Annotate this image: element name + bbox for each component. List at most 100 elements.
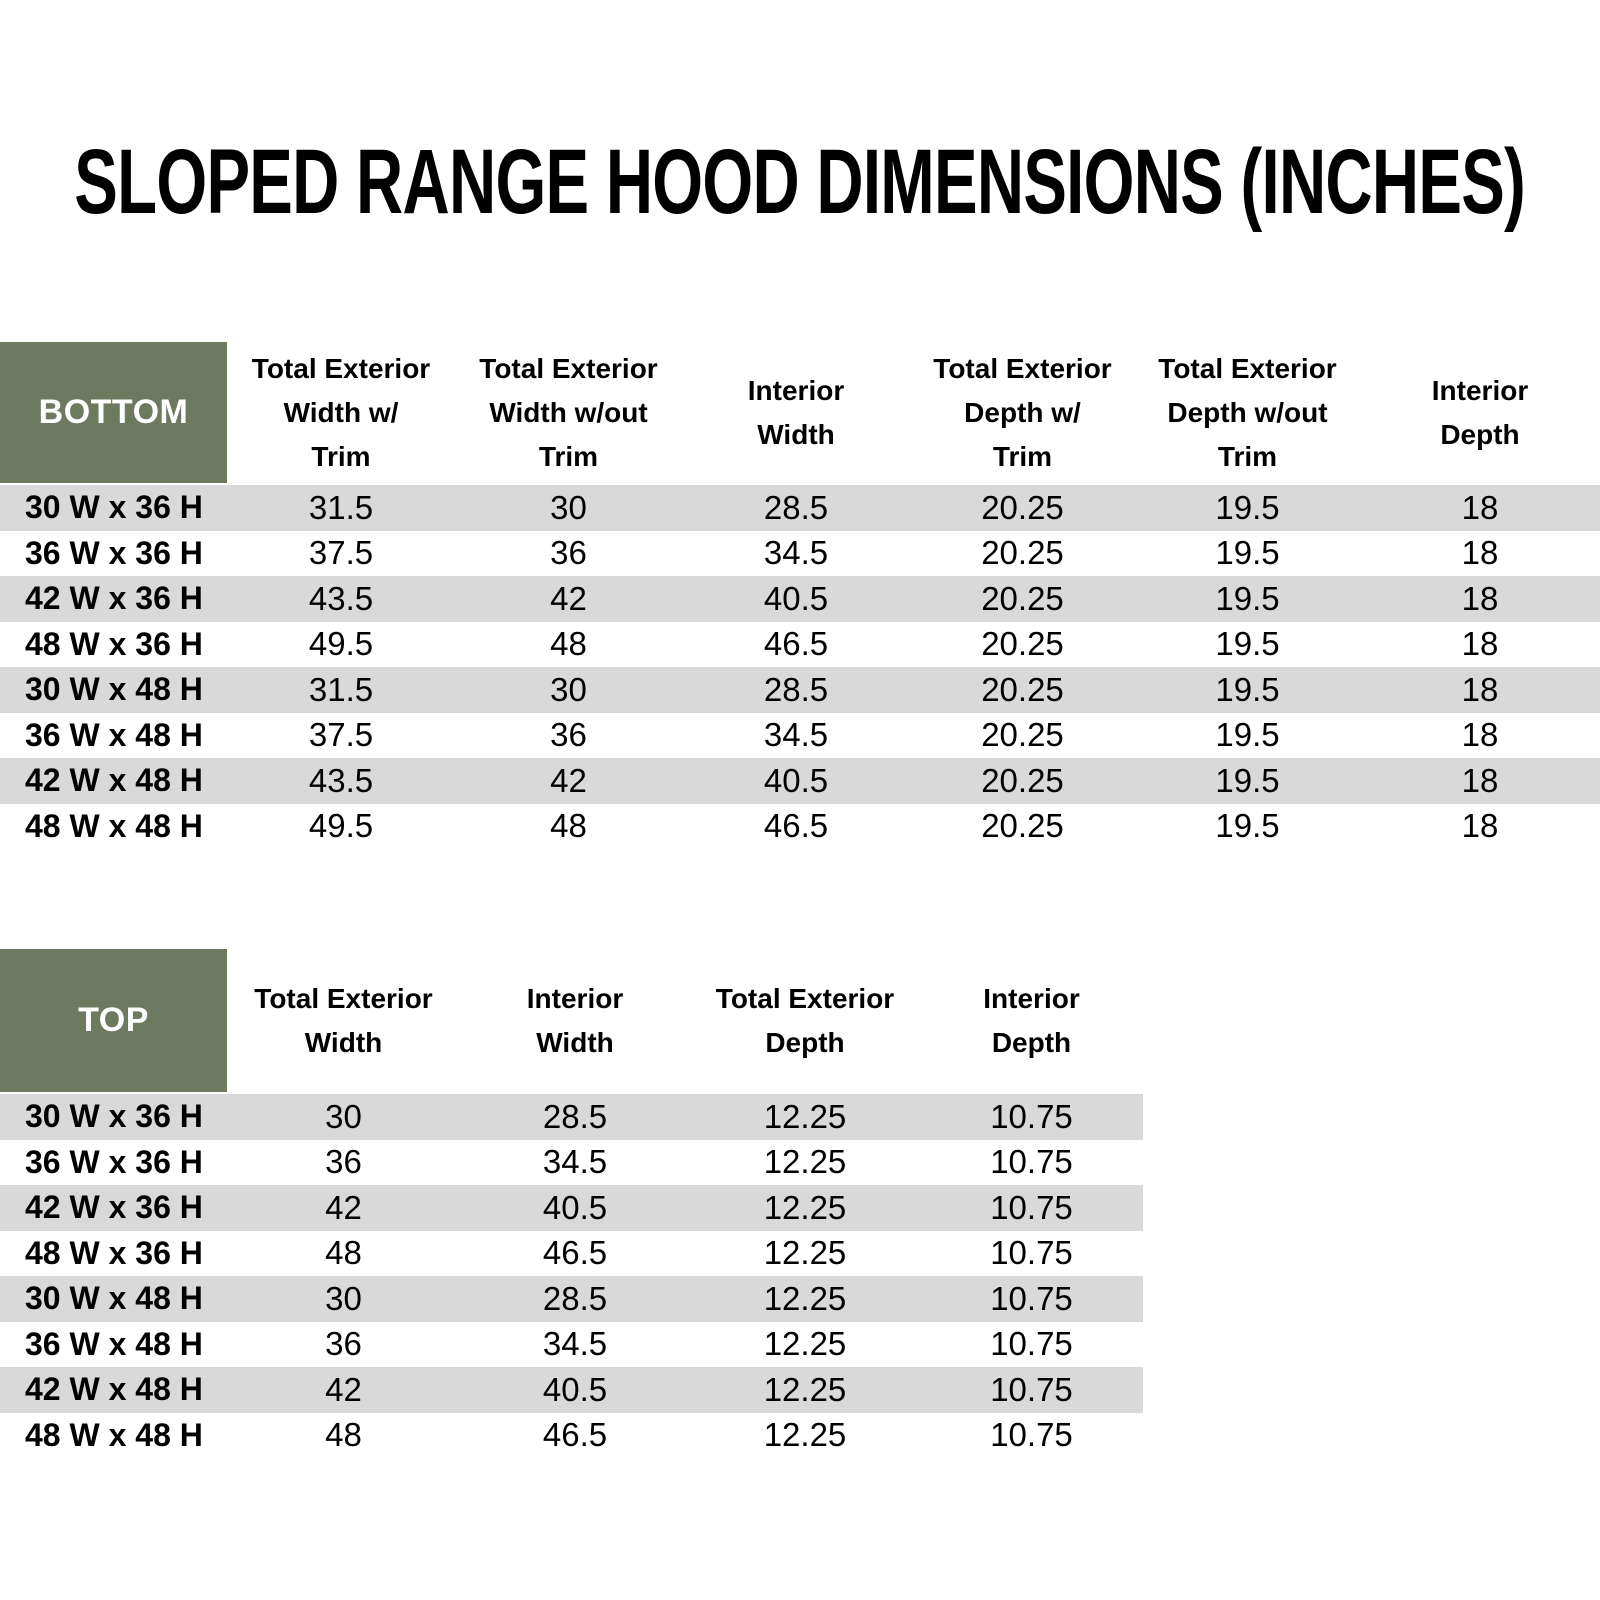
column-header-total-exterior-depth: Total Exterior Depth <box>715 982 895 1058</box>
value-cell: 49.5 <box>308 807 374 845</box>
value-cell: 18 <box>1461 534 1499 572</box>
value-cell: 10.75 <box>990 1143 1073 1181</box>
value-cell: 18 <box>1461 761 1499 799</box>
value-cell: 10.75 <box>990 1097 1073 1135</box>
value-cell: 40.5 <box>763 579 829 617</box>
row-label: 30 W x 48 H <box>25 671 203 708</box>
value-cell: 42 <box>550 761 587 799</box>
value-cell: 28.5 <box>763 670 829 708</box>
value-cell: 28.5 <box>542 1097 608 1135</box>
table-row: 30 W x 36 H 31.5 30 28.5 20.25 19.5 18 <box>0 485 1600 531</box>
value-cell: 40.5 <box>542 1370 608 1408</box>
row-label: 36 W x 48 H <box>25 716 203 753</box>
row-label: 30 W x 36 H <box>25 1098 203 1135</box>
value-cell: 36 <box>550 534 587 572</box>
value-cell: 42 <box>325 1370 362 1408</box>
value-cell: 48 <box>325 1416 362 1454</box>
value-cell: 19.5 <box>1215 579 1280 617</box>
table-row: 42 W x 48 H 42 40.5 12.25 10.75 <box>0 1367 1143 1413</box>
table-row: 30 W x 36 H 30 28.5 12.25 10.75 <box>0 1094 1143 1140</box>
value-cell: 18 <box>1461 807 1499 845</box>
table-row: 48 W x 36 H 48 46.5 12.25 10.75 <box>0 1231 1143 1277</box>
table-row: 30 W x 48 H 30 28.5 12.25 10.75 <box>0 1276 1143 1322</box>
column-header-total-exterior-width: Total Exterior Width <box>254 982 433 1058</box>
value-cell: 12.25 <box>763 1097 847 1135</box>
row-label: 48 W x 48 H <box>25 807 203 844</box>
value-cell: 20.25 <box>981 807 1064 845</box>
value-cell: 18 <box>1461 625 1499 663</box>
column-header-interior-depth: Interior Depth <box>983 982 1080 1058</box>
value-cell: 19.5 <box>1215 807 1280 845</box>
value-cell: 19.5 <box>1215 534 1280 572</box>
value-cell: 20.25 <box>981 716 1064 754</box>
value-cell: 20.25 <box>981 488 1064 526</box>
value-cell: 34.5 <box>763 716 829 754</box>
column-header-total-exterior-depth-w-trim: Total Exterior Depth w/ Trim <box>933 352 1112 472</box>
value-cell: 49.5 <box>308 625 374 663</box>
value-cell: 31.5 <box>308 670 374 708</box>
value-cell: 34.5 <box>542 1143 608 1181</box>
value-cell: 40.5 <box>763 761 829 799</box>
value-cell: 43.5 <box>308 761 374 799</box>
row-label: 30 W x 36 H <box>25 489 203 526</box>
value-cell: 48 <box>325 1234 362 1272</box>
value-cell: 46.5 <box>542 1416 608 1454</box>
row-label: 36 W x 36 H <box>25 1143 203 1180</box>
value-cell: 19.5 <box>1215 716 1280 754</box>
row-label: 48 W x 48 H <box>25 1416 203 1453</box>
value-cell: 46.5 <box>542 1234 608 1272</box>
column-header-interior-depth: Interior Depth <box>1431 374 1529 450</box>
value-cell: 42 <box>550 579 587 617</box>
value-cell: 12.25 <box>763 1370 847 1408</box>
row-label: 36 W x 48 H <box>25 1325 203 1362</box>
value-cell: 30 <box>325 1097 362 1135</box>
row-label: 30 W x 48 H <box>25 1280 203 1317</box>
row-label: 42 W x 48 H <box>25 1371 203 1408</box>
bottom-table-body: 30 W x 36 H 31.5 30 28.5 20.25 19.5 18 36 W x 3… <box>0 485 1600 849</box>
top-table-label: TOP <box>0 949 227 1092</box>
value-cell: 18 <box>1461 488 1499 526</box>
value-cell: 42 <box>325 1188 362 1226</box>
column-header-total-exterior-width-w-trim: Total Exterior Width w/ Trim <box>251 352 431 472</box>
value-cell: 12.25 <box>763 1143 847 1181</box>
table-row: 36 W x 36 H 37.5 36 34.5 20.25 19.5 18 <box>0 531 1600 577</box>
value-cell: 36 <box>325 1143 362 1181</box>
value-cell: 19.5 <box>1215 670 1280 708</box>
value-cell: 30 <box>550 488 587 526</box>
column-header-interior-width: Interior Width <box>747 374 845 450</box>
column-header-interior-width: Interior Width <box>526 982 624 1058</box>
value-cell: 46.5 <box>763 807 829 845</box>
table-row: 42 W x 36 H 42 40.5 12.25 10.75 <box>0 1185 1143 1231</box>
value-cell: 20.25 <box>981 761 1064 799</box>
value-cell: 12.25 <box>763 1325 847 1363</box>
bottom-table-label: BOTTOM <box>0 342 227 483</box>
value-cell: 48 <box>550 807 587 845</box>
bottom-table-header-row: BOTTOM Total Exterior Width w/ Trim Tota… <box>0 342 1600 483</box>
value-cell: 10.75 <box>990 1234 1073 1272</box>
value-cell: 18 <box>1461 579 1499 617</box>
value-cell: 37.5 <box>308 716 374 754</box>
table-row: 36 W x 36 H 36 34.5 12.25 10.75 <box>0 1140 1143 1186</box>
value-cell: 36 <box>325 1325 362 1363</box>
page-title-text: SLOPED RANGE HOOD DIMENSIONS (INCHES) <box>74 130 1527 233</box>
table-row: 36 W x 48 H 37.5 36 34.5 20.25 19.5 18 <box>0 713 1600 759</box>
value-cell: 20.25 <box>981 625 1064 663</box>
row-label: 42 W x 36 H <box>25 580 203 617</box>
value-cell: 19.5 <box>1215 488 1280 526</box>
value-cell: 20.25 <box>981 670 1064 708</box>
column-header-total-exterior-depth-wout-trim: Total Exterior Depth w/out Trim <box>1158 352 1337 472</box>
value-cell: 20.25 <box>981 579 1064 617</box>
top-table-body: 30 W x 36 H 30 28.5 12.25 10.75 36 W x 36 H 36… <box>0 1094 1143 1458</box>
value-cell: 37.5 <box>308 534 374 572</box>
value-cell: 18 <box>1461 670 1499 708</box>
row-label: 42 W x 48 H <box>25 762 203 799</box>
table-row: 48 W x 48 H 49.5 48 46.5 20.25 19.5 18 <box>0 804 1600 850</box>
column-header-total-exterior-width-wout-trim: Total Exterior Width w/out Trim <box>479 352 658 472</box>
value-cell: 43.5 <box>308 579 374 617</box>
value-cell: 12.25 <box>763 1188 847 1226</box>
value-cell: 19.5 <box>1215 761 1280 799</box>
value-cell: 12.25 <box>763 1279 847 1317</box>
value-cell: 31.5 <box>308 488 374 526</box>
value-cell: 28.5 <box>542 1279 608 1317</box>
value-cell: 12.25 <box>763 1416 847 1454</box>
